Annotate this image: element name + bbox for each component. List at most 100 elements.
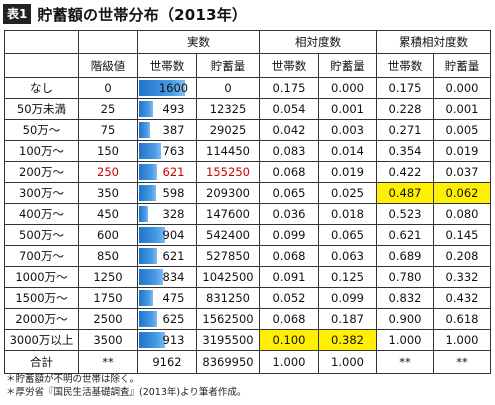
row-households: 493 xyxy=(137,98,197,120)
table-row: 700万～ 850 621 527850 0.068 0.063 0.689 0.208 xyxy=(4,245,491,267)
row-class-value: 2500 xyxy=(78,308,138,330)
header-label-blank xyxy=(4,53,79,78)
row-savings: 29025 xyxy=(196,119,260,141)
table-row: 200万～ 250 621 155250 0.068 0.019 0.422 0.037 xyxy=(4,161,491,183)
household-count-bar xyxy=(139,185,157,201)
row-households-value: 598 xyxy=(162,186,185,200)
household-count-bar xyxy=(139,332,166,348)
household-count-bar xyxy=(139,122,151,138)
household-count-bar xyxy=(139,164,157,180)
row-rel-households: 0.068 xyxy=(259,245,319,267)
row-label: 3000万以上 xyxy=(4,329,79,351)
row-rel-households: 0.068 xyxy=(259,308,319,330)
row-savings: 114450 xyxy=(196,140,260,162)
row-savings: 3195500 xyxy=(196,329,260,351)
row-households-value: 493 xyxy=(162,102,185,116)
row-cum-savings: 0.000 xyxy=(433,77,491,99)
header-households: 世帯数 xyxy=(137,53,197,78)
row-rel-savings: 0.001 xyxy=(318,98,377,120)
row-label: 500万～ xyxy=(4,224,79,246)
row-savings: 527850 xyxy=(196,245,260,267)
table-row: 1000万～ 1250 834 1042500 0.091 0.125 0.780 0.332 xyxy=(4,266,491,288)
row-rel-savings: 0.019 xyxy=(318,161,377,183)
table-row: 1500万～ 1750 475 831250 0.052 0.099 0.832 0.432 xyxy=(4,287,491,309)
row-class-value: 1750 xyxy=(78,287,138,309)
row-class-value: 600 xyxy=(78,224,138,246)
table-row: 300万～ 350 598 209300 0.065 0.025 0.487 0.062 xyxy=(4,182,491,204)
row-savings: 209300 xyxy=(196,182,260,204)
row-label: 200万～ xyxy=(4,161,79,183)
row-cum-households: 0.689 xyxy=(376,245,434,267)
total-households: 9162 xyxy=(137,350,197,374)
row-cum-households: 0.422 xyxy=(376,161,434,183)
row-cum-savings: 0.005 xyxy=(433,119,491,141)
row-rel-savings: 0.382 xyxy=(318,329,377,351)
table-row: なし 0 1600 0 0.175 0.000 0.175 0.000 xyxy=(4,77,491,99)
row-label: 2000万～ xyxy=(4,308,79,330)
header-row-columns: 階級値 世帯数 貯蓄量 世帯数 貯蓄量 世帯数 貯蓄量 xyxy=(4,53,491,78)
household-count-bar xyxy=(139,269,163,285)
row-households-value: 475 xyxy=(162,291,185,305)
row-cum-savings: 1.000 xyxy=(433,329,491,351)
row-cum-savings: 0.208 xyxy=(433,245,491,267)
row-cum-savings: 0.001 xyxy=(433,98,491,120)
total-cum-households: ** xyxy=(376,350,434,374)
row-label: 700万～ xyxy=(4,245,79,267)
row-households-value: 625 xyxy=(162,312,185,326)
household-count-bar xyxy=(139,227,165,243)
row-rel-households: 0.099 xyxy=(259,224,319,246)
row-label: 1000万～ xyxy=(4,266,79,288)
total-label: 合計 xyxy=(4,350,79,374)
header-savings: 貯蓄量 xyxy=(196,53,260,78)
table-title-text: 貯蓄額の世帯分布（2013年） xyxy=(37,5,248,24)
row-class-value: 150 xyxy=(78,140,138,162)
row-rel-households: 0.083 xyxy=(259,140,319,162)
table-row: 100万～ 150 763 114450 0.083 0.014 0.354 0.019 xyxy=(4,140,491,162)
row-cum-households: 0.271 xyxy=(376,119,434,141)
row-households: 763 xyxy=(137,140,197,162)
row-cum-households: 0.832 xyxy=(376,287,434,309)
row-rel-households: 0.052 xyxy=(259,287,319,309)
row-rel-savings: 0.003 xyxy=(318,119,377,141)
table-row: 2000万～ 2500 625 1562500 0.068 0.187 0.900 0.618 xyxy=(4,308,491,330)
row-cum-households: 0.354 xyxy=(376,140,434,162)
row-households: 621 xyxy=(137,161,197,183)
row-rel-savings: 0.065 xyxy=(318,224,377,246)
household-count-bar xyxy=(139,248,157,264)
row-rel-savings: 0.000 xyxy=(318,77,377,99)
footnote-source: ＊厚労省『国民生活基礎調査』(2013年)より筆者作成。 xyxy=(6,387,247,398)
row-rel-savings: 0.099 xyxy=(318,287,377,309)
row-rel-savings: 0.187 xyxy=(318,308,377,330)
header-corner xyxy=(4,30,79,54)
row-class-value: 25 xyxy=(78,98,138,120)
row-households-value: 904 xyxy=(162,228,185,242)
row-cum-households: 0.487 xyxy=(376,182,434,204)
row-rel-households: 0.054 xyxy=(259,98,319,120)
header-relative: 相対度数 xyxy=(259,30,377,54)
row-class-value: 3500 xyxy=(78,329,138,351)
table-number-badge: 表1 xyxy=(3,4,32,24)
row-households: 475 xyxy=(137,287,197,309)
row-class-value: 75 xyxy=(78,119,138,141)
row-cum-savings: 0.432 xyxy=(433,287,491,309)
household-count-bar xyxy=(139,311,157,327)
row-savings: 831250 xyxy=(196,287,260,309)
row-savings: 155250 xyxy=(196,161,260,183)
row-rel-savings: 0.014 xyxy=(318,140,377,162)
total-class-value: ** xyxy=(78,350,138,374)
row-cum-savings: 0.080 xyxy=(433,203,491,225)
row-rel-savings: 0.018 xyxy=(318,203,377,225)
household-count-bar xyxy=(139,101,154,117)
row-rel-households: 0.100 xyxy=(259,329,319,351)
row-households: 621 xyxy=(137,245,197,267)
row-label: 50万未満 xyxy=(4,98,79,120)
row-label: 300万～ xyxy=(4,182,79,204)
total-cum-savings: ** xyxy=(433,350,491,374)
row-class-value: 850 xyxy=(78,245,138,267)
row-cum-savings: 0.332 xyxy=(433,266,491,288)
row-rel-savings: 0.125 xyxy=(318,266,377,288)
row-rel-households: 0.068 xyxy=(259,161,319,183)
header-blank xyxy=(78,30,138,54)
row-households: 328 xyxy=(137,203,197,225)
row-cum-savings: 0.019 xyxy=(433,140,491,162)
